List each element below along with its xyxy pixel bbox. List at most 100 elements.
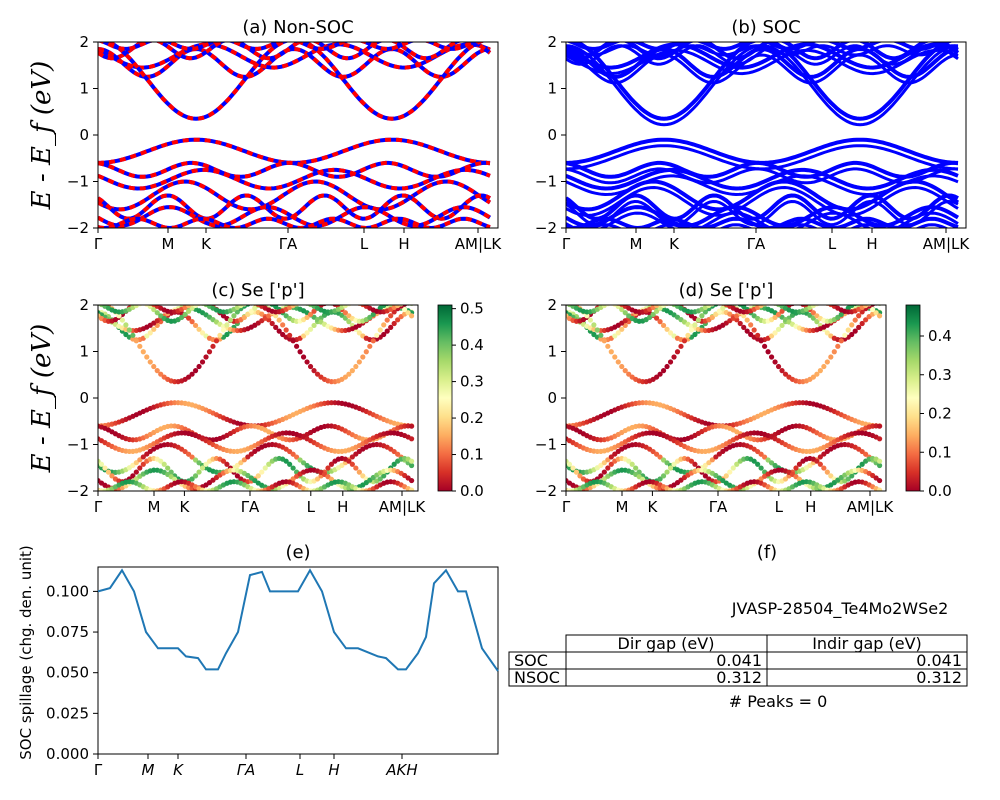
band-point: [601, 305, 607, 309]
band-point: [98, 461, 105, 467]
band-point: [577, 473, 583, 479]
band-point: [852, 328, 858, 334]
x-tick-label: H: [337, 498, 348, 516]
band-point: [192, 457, 199, 463]
band-point: [405, 310, 411, 316]
band-point: [140, 454, 146, 460]
band-line: [566, 137, 959, 165]
band-point: [821, 465, 827, 471]
band-point: [283, 327, 289, 333]
band-point: [877, 458, 883, 464]
band-point: [817, 454, 823, 460]
band-point: [203, 354, 209, 360]
band-line-down: [98, 160, 491, 179]
band-point: [231, 313, 237, 319]
x-tick-label: L: [775, 498, 784, 516]
band-line-up: [98, 179, 492, 212]
row-label: SOC: [514, 651, 548, 670]
band-point: [859, 461, 865, 467]
band-line: [566, 205, 960, 228]
band-point: [280, 322, 286, 328]
band-point: [140, 461, 146, 467]
cell-value: 0.312: [916, 668, 962, 687]
x-tick-label: AKH: [385, 761, 417, 779]
band-point: [828, 473, 834, 479]
band-point: [346, 458, 352, 464]
band-point: [751, 327, 757, 333]
panel-title: (d) Se ['p']: [679, 280, 774, 301]
band-point: [737, 320, 743, 327]
band-line-split: [566, 211, 959, 228]
x-tick-label: Γ: [94, 235, 103, 253]
panel-title: (b) SOC: [731, 17, 800, 38]
x-tick-label: L: [360, 235, 369, 253]
band-point: [377, 327, 383, 333]
band-point: [189, 371, 195, 377]
band-point: [608, 349, 614, 355]
y-tick-label: 0.100: [46, 582, 89, 600]
band-line-split: [566, 53, 959, 85]
band-point: [196, 363, 202, 370]
panel-f-gap-table: (f) JVASP-28504_Te4Mo2WSe2 Dir gap (eV) Ind…: [508, 542, 968, 711]
band-point: [179, 314, 185, 320]
band-point: [353, 465, 359, 471]
band-point: [681, 338, 688, 344]
band-point: [294, 343, 300, 349]
band-line: [569, 42, 955, 121]
band-point: [381, 322, 387, 328]
band-point: [730, 465, 736, 471]
band-point: [395, 317, 401, 323]
y-tick-label: 1: [79, 343, 89, 361]
band-point: [716, 308, 722, 314]
band-point: [276, 328, 282, 334]
band-line: [566, 179, 960, 212]
band-point: [409, 477, 415, 484]
band-point: [695, 317, 702, 323]
band-point: [409, 462, 415, 469]
band-point: [234, 473, 240, 479]
band-point: [709, 314, 715, 320]
x-tick-label: L: [296, 761, 304, 779]
band-point: [199, 359, 206, 365]
band-point: [758, 451, 764, 457]
band-point: [598, 332, 604, 338]
band-point: [297, 349, 303, 355]
band-point: [601, 338, 607, 344]
band-point: [775, 311, 782, 318]
band-point: [238, 305, 244, 309]
band-point: [622, 310, 628, 316]
band-point: [863, 305, 869, 309]
band-point: [723, 473, 729, 479]
band-point: [140, 349, 146, 355]
band-point: [653, 308, 660, 314]
band-point: [594, 327, 600, 333]
band-point: [144, 333, 150, 339]
peaks-note: # Peaks = 0: [729, 692, 828, 711]
band-point: [706, 305, 712, 309]
band-point: [615, 330, 621, 336]
cell-value: 0.312: [716, 668, 762, 687]
x-tick-label: ΓA: [709, 498, 728, 516]
band-point: [612, 333, 618, 339]
y-tick-label: 1: [547, 343, 557, 361]
band-point: [601, 460, 607, 466]
band-point: [605, 457, 611, 463]
band-point: [772, 314, 778, 320]
panel-title: (e): [285, 542, 310, 563]
band-point: [300, 333, 307, 339]
band-point: [360, 473, 366, 479]
band-point: [126, 327, 132, 333]
band-point: [702, 473, 708, 479]
band-point: [870, 305, 876, 307]
y-tick-label: 0: [547, 126, 557, 144]
band-point: [137, 465, 143, 471]
y-tick-label: 0.050: [46, 664, 89, 682]
band-point: [741, 324, 747, 330]
y-tick-label: −1: [67, 173, 89, 191]
band-point: [290, 465, 296, 471]
band-point: [692, 322, 698, 328]
band-point: [758, 465, 764, 471]
band-point: [688, 327, 695, 333]
band-point: [566, 461, 573, 467]
band-point: [657, 476, 663, 482]
